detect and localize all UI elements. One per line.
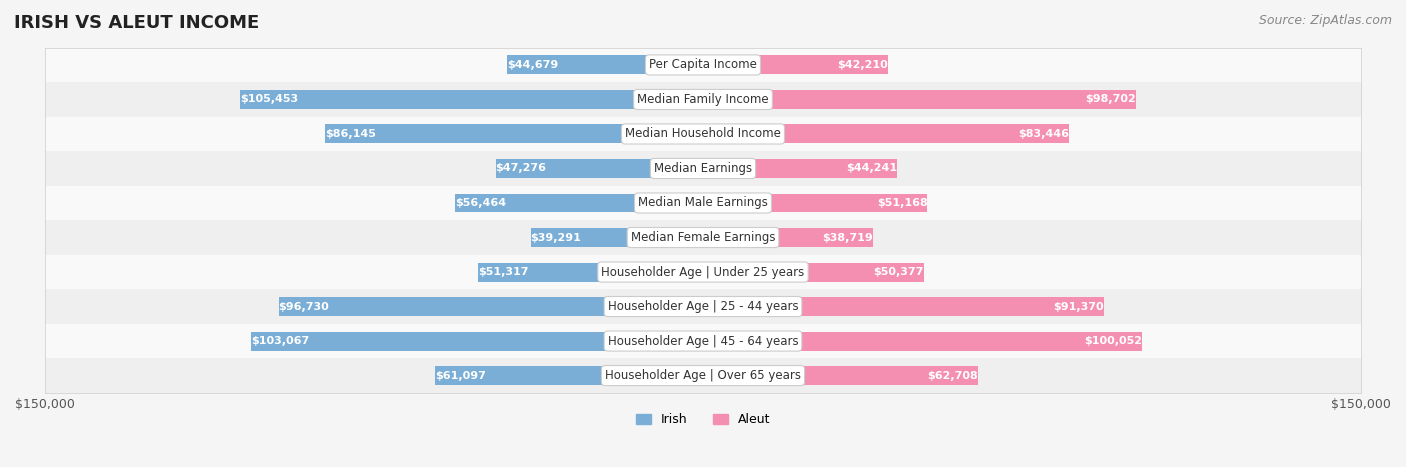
Bar [703,159,897,178]
Bar [45,220,1361,255]
Text: $61,097: $61,097 [434,371,486,381]
Text: $50,377: $50,377 [873,267,924,277]
Text: Median Earnings: Median Earnings [654,162,752,175]
Text: $98,702: $98,702 [1085,94,1136,105]
Bar [530,228,703,247]
Text: $56,464: $56,464 [456,198,506,208]
Text: IRISH VS ALEUT INCOME: IRISH VS ALEUT INCOME [14,14,259,32]
Bar [478,262,703,282]
Bar [703,193,928,212]
Text: $83,446: $83,446 [1018,129,1069,139]
Text: Source: ZipAtlas.com: Source: ZipAtlas.com [1258,14,1392,27]
Bar [456,193,703,212]
Bar [495,159,703,178]
Bar [703,297,1104,316]
Bar [45,255,1361,289]
Bar [703,90,1136,109]
Text: Householder Age | 25 - 44 years: Householder Age | 25 - 44 years [607,300,799,313]
Bar [45,117,1361,151]
Bar [703,332,1142,351]
Bar [45,186,1361,220]
Bar [703,228,873,247]
Bar [278,297,703,316]
Text: $100,052: $100,052 [1084,336,1142,346]
Bar [703,366,979,385]
Text: $103,067: $103,067 [250,336,309,346]
Text: Median Family Income: Median Family Income [637,93,769,106]
Text: $51,317: $51,317 [478,267,529,277]
Text: $38,719: $38,719 [823,233,873,242]
Text: $44,679: $44,679 [508,60,558,70]
Bar [703,125,1069,143]
Text: $51,168: $51,168 [877,198,928,208]
Text: $47,276: $47,276 [495,163,547,173]
Legend: Irish, Aleut: Irish, Aleut [631,409,775,432]
Bar [325,125,703,143]
Text: $39,291: $39,291 [530,233,582,242]
Text: Householder Age | Under 25 years: Householder Age | Under 25 years [602,266,804,278]
Bar [434,366,703,385]
Text: $86,145: $86,145 [325,129,375,139]
Bar [250,332,703,351]
Text: $105,453: $105,453 [240,94,298,105]
Text: Median Household Income: Median Household Income [626,127,780,141]
Text: $96,730: $96,730 [278,302,329,311]
Text: Per Capita Income: Per Capita Income [650,58,756,71]
Text: Median Male Earnings: Median Male Earnings [638,197,768,210]
Bar [45,289,1361,324]
Bar [45,151,1361,186]
Bar [703,262,924,282]
Text: $42,210: $42,210 [838,60,889,70]
Bar [703,56,889,74]
Bar [45,358,1361,393]
Text: $44,241: $44,241 [846,163,897,173]
Text: Median Female Earnings: Median Female Earnings [631,231,775,244]
Bar [45,324,1361,358]
Bar [45,48,1361,82]
Bar [45,82,1361,117]
Bar [240,90,703,109]
Text: Householder Age | 45 - 64 years: Householder Age | 45 - 64 years [607,334,799,347]
Bar [508,56,703,74]
Text: $62,708: $62,708 [928,371,979,381]
Text: Householder Age | Over 65 years: Householder Age | Over 65 years [605,369,801,382]
Text: $91,370: $91,370 [1053,302,1104,311]
